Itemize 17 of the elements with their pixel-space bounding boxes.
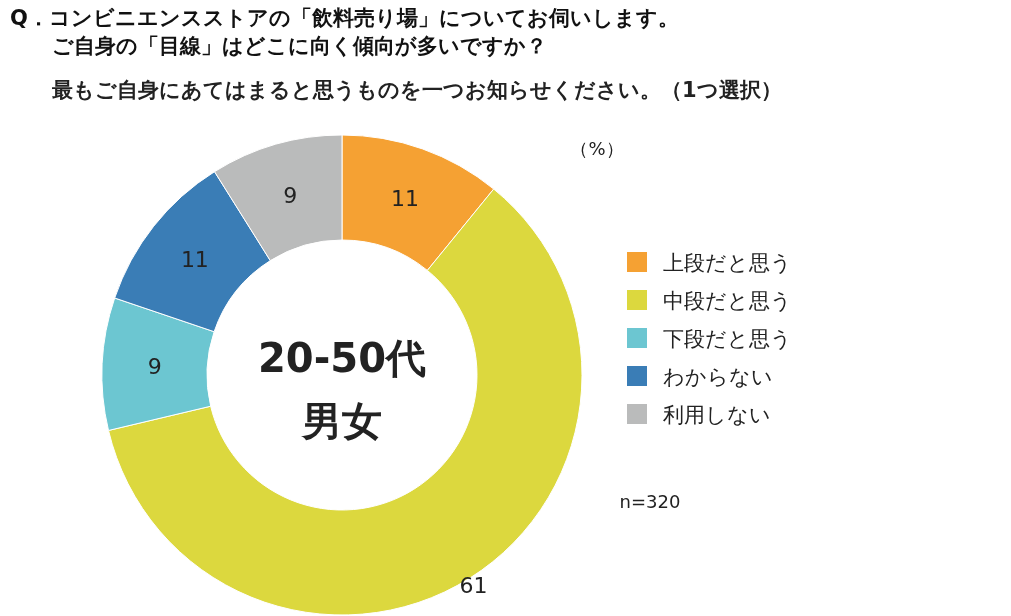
legend-label: わからない bbox=[663, 365, 773, 389]
data-label: 9 bbox=[147, 354, 162, 380]
text: 20-50代 bbox=[258, 335, 426, 381]
legend-label: 上段だと思う bbox=[663, 251, 792, 275]
chart-title: Q．コンビニエンスストアの「飲料売り場」についてお伺いします。 bbox=[10, 5, 679, 32]
data-label: 9 bbox=[283, 182, 298, 208]
legend-label: 下段だと思う bbox=[663, 327, 792, 351]
text: 最もご自身にあてはまると思うものを一つお知らせください。（1つ選択） bbox=[51, 78, 782, 102]
data-label: 11 bbox=[390, 186, 419, 212]
data-label: 61 bbox=[459, 572, 488, 598]
data-label: 11 bbox=[180, 246, 209, 272]
chart-subtitle: ご自身の「目線」はどこに向く傾向が多いですか？ bbox=[52, 33, 547, 60]
text: 男女 bbox=[301, 398, 382, 444]
text: n=320 bbox=[619, 491, 681, 512]
text: （%） bbox=[570, 138, 624, 159]
legend-label: 利用しない bbox=[663, 403, 771, 427]
legend-label: 中段だと思う bbox=[663, 289, 792, 313]
